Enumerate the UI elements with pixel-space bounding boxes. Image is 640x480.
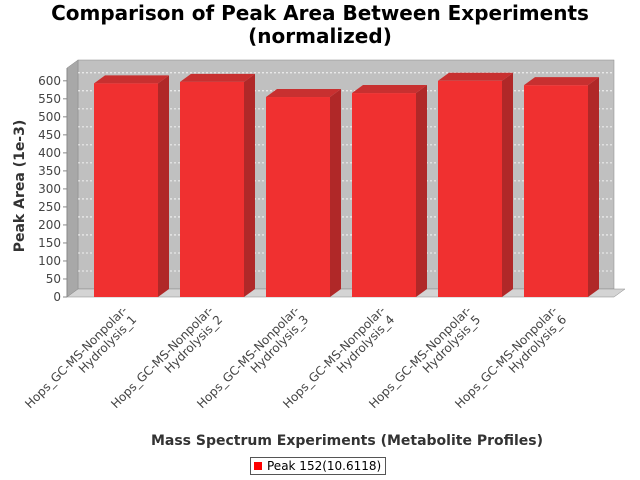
y-tick-label: 50 <box>46 272 61 286</box>
bar-side <box>158 75 169 297</box>
bar-top <box>352 85 427 94</box>
y-tick-label: 100 <box>38 254 61 268</box>
legend-swatch <box>254 462 262 470</box>
y-tick-label: 550 <box>38 92 61 106</box>
bar-side <box>588 77 599 297</box>
bar <box>180 73 255 297</box>
y-tick-label: 200 <box>38 218 61 232</box>
x-axis-category-labels: Hops_GC-MS-Nonpolar-Hydrolysis_1Hops_GC-… <box>22 303 569 411</box>
bar-front <box>94 83 158 297</box>
y-tick-label: 250 <box>38 200 61 214</box>
bar-top <box>266 89 341 98</box>
bar-front <box>524 85 588 297</box>
bar-top <box>524 77 599 86</box>
bar <box>352 85 427 297</box>
bar-top <box>180 73 255 82</box>
legend-label: Peak 152(10.6118) <box>267 459 382 473</box>
legend: Peak 152(10.6118) <box>250 457 387 475</box>
bar-side <box>502 72 513 297</box>
chart-title-line-2: (normalized) <box>248 24 392 48</box>
y-axis-title: Peak Area (1e-3) <box>12 120 28 253</box>
y-axis: 0 50 100 150 200 250 300 350 400 450 500 550 600 <box>38 68 68 304</box>
y-tick-label: 300 <box>38 182 61 196</box>
bar-front <box>352 93 416 297</box>
y-tick-label: 500 <box>38 110 61 124</box>
chart-title: Comparison of Peak Area Between Experime… <box>0 2 640 48</box>
plot-left-wall <box>66 59 79 298</box>
bar-front <box>180 81 244 297</box>
bar-side <box>330 89 341 298</box>
y-tick-label: 450 <box>38 128 61 142</box>
bars <box>94 72 599 298</box>
bar-front <box>438 80 502 297</box>
bar-side <box>416 85 427 297</box>
bar <box>438 72 513 297</box>
bar <box>524 77 599 297</box>
bar-top <box>438 72 513 81</box>
y-tick-label: 400 <box>38 146 61 160</box>
bar <box>266 89 341 298</box>
x-axis-title: Mass Spectrum Experiments (Metabolite Pr… <box>151 433 543 449</box>
y-tick-label: 0 <box>53 290 61 304</box>
bar-top <box>94 75 169 84</box>
y-tick-label: 150 <box>38 236 61 250</box>
chart-title-line-1: Comparison of Peak Area Between Experime… <box>51 1 589 25</box>
y-tick-label: 350 <box>38 164 61 178</box>
bar <box>94 75 169 297</box>
bar-front <box>266 97 330 298</box>
bar-side <box>244 73 255 297</box>
y-tick-label: 600 <box>38 74 61 88</box>
